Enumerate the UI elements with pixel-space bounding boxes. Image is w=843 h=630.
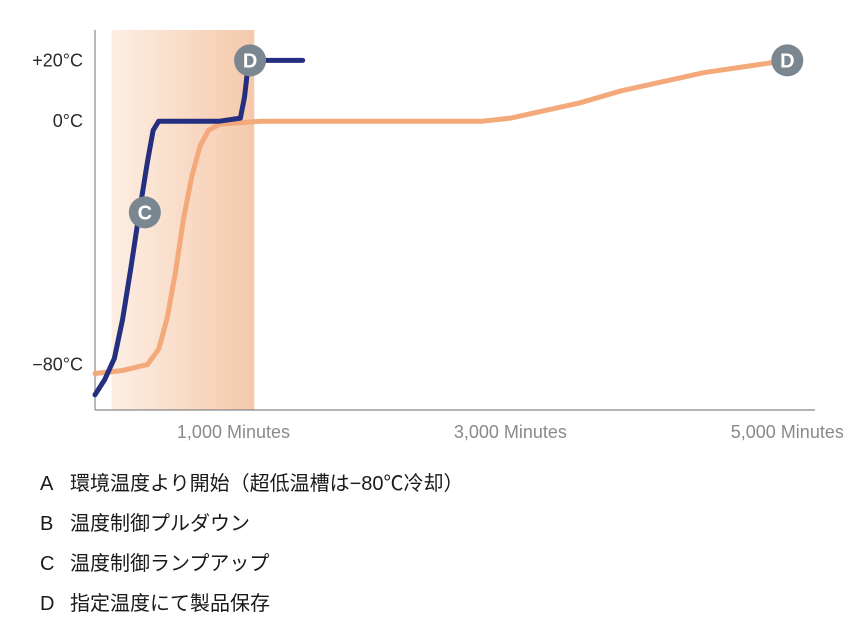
legend-key: C — [40, 550, 70, 578]
legend-row: B温度制御プルダウン — [40, 510, 464, 538]
svg-text:D: D — [780, 50, 794, 72]
legend-text: 温度制御プルダウン — [70, 510, 250, 538]
legend-row: D指定温度にて製品保存 — [40, 590, 464, 618]
legend-key: D — [40, 590, 70, 618]
legend-text: 環境温度より開始（超低温槽は−80℃冷却） — [70, 470, 464, 498]
legend-row: A環境温度より開始（超低温槽は−80℃冷却） — [40, 470, 464, 498]
svg-text:0°C: 0°C — [53, 111, 83, 131]
legend-text: 指定温度にて製品保存 — [70, 590, 270, 618]
svg-text:3,000 Minutes: 3,000 Minutes — [454, 422, 567, 442]
legend-key: B — [40, 510, 70, 538]
page-root: +20°C 0°C −80°C 1,000 Minutes 3,000 Minutes 5… — [0, 0, 843, 595]
svg-text:5,000 Minutes: 5,000 Minutes — [731, 422, 843, 442]
svg-text:−80°C: −80°C — [32, 354, 83, 374]
legend-text: 温度制御ランプアップ — [70, 550, 269, 578]
legend-row: C温度制御ランプアップ — [40, 550, 464, 578]
chart-legend: A環境温度より開始（超低温槽は−80℃冷却）B温度制御プルダウンC温度制御ランプ… — [40, 470, 464, 630]
svg-text:D: D — [243, 50, 257, 72]
legend-key: A — [40, 470, 70, 498]
svg-text:+20°C: +20°C — [32, 50, 83, 70]
svg-text:C: C — [138, 202, 152, 224]
svg-text:1,000 Minutes: 1,000 Minutes — [177, 422, 290, 442]
